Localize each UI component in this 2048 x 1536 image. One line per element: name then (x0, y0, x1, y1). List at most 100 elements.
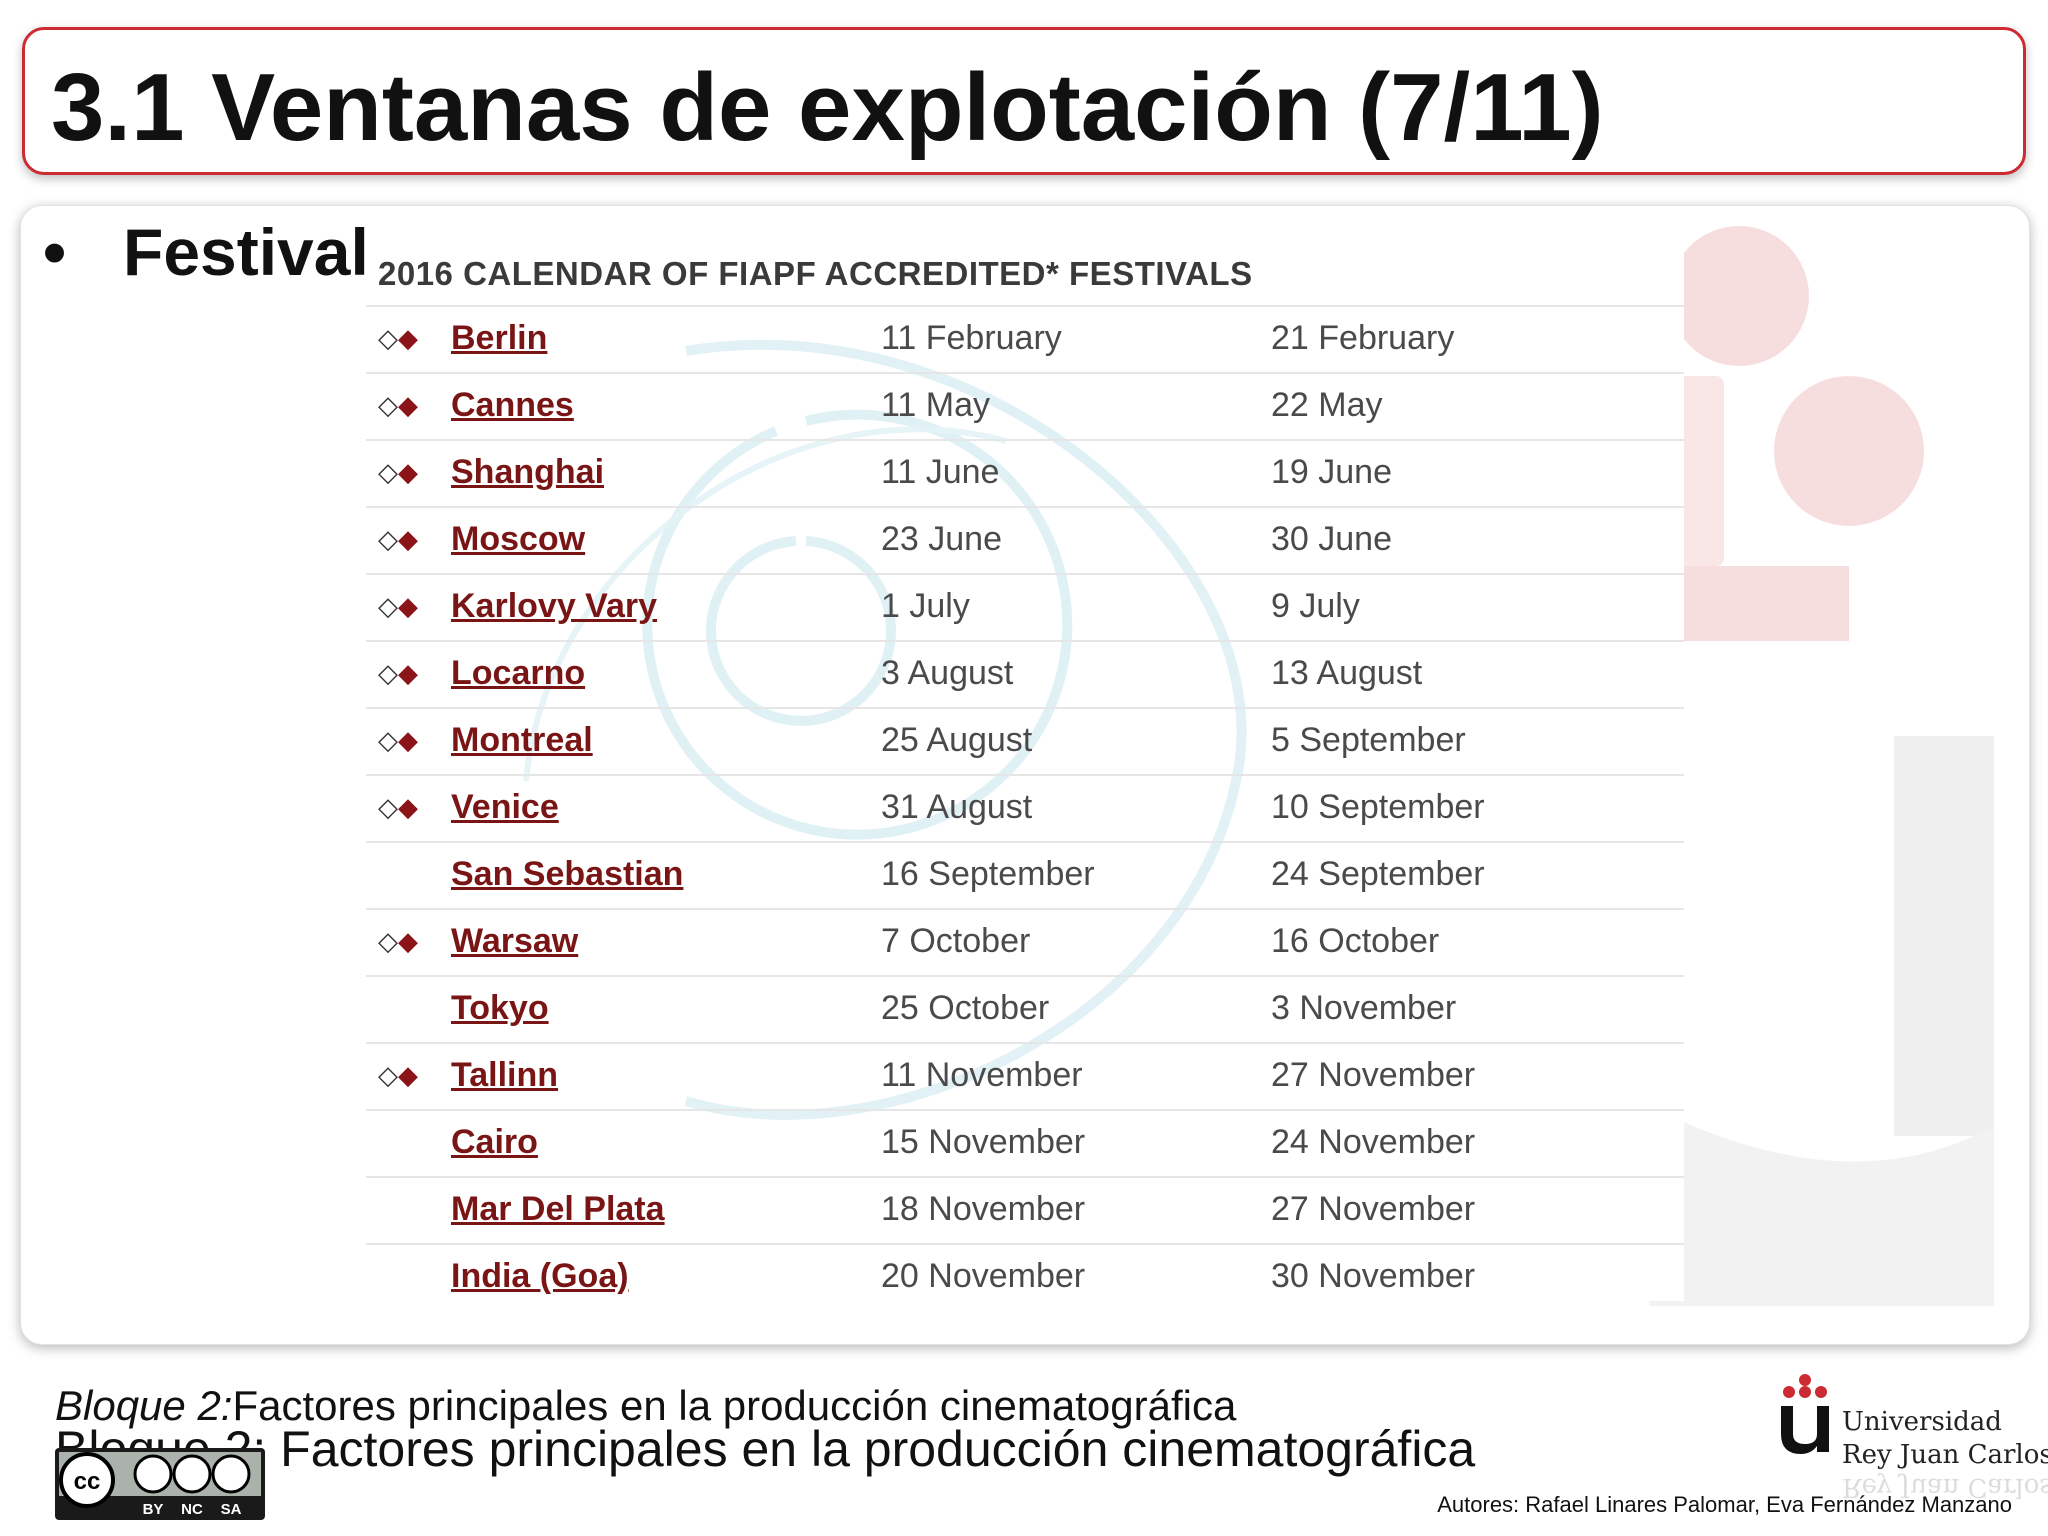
festival-end-date: 24 September (1271, 855, 1485, 893)
open-diamond-icon: ◇ (378, 524, 398, 554)
license-by-label: BY (143, 1501, 164, 1518)
festival-start-date: 18 November (881, 1190, 1086, 1228)
festival-city-link[interactable]: Mar Del Plata (451, 1190, 665, 1228)
cc-icon (59, 1452, 115, 1508)
filled-diamond-icon: ◆ (398, 926, 418, 956)
accreditation-marker-icon: ◇◆ (378, 926, 418, 957)
festival-start-date: 11 June (881, 453, 1000, 491)
festival-city-link[interactable]: Tallinn (451, 1056, 559, 1094)
festival-city-link[interactable]: Karlovy Vary (451, 587, 658, 625)
festival-start-date: 11 November (881, 1056, 1083, 1094)
calendar-title: 2016 CALENDAR OF FIAPF ACCREDITED* FESTI… (378, 255, 1253, 292)
bullet-text: Festival (123, 215, 369, 289)
table-row: Mar Del Plata 18 November 27 November (366, 1176, 1684, 1243)
festival-end-date: 16 October (1271, 922, 1440, 960)
content-box: • Festival 2016 CALENDAR OF FIAPF ACCREDI… (20, 205, 2030, 1345)
license-nc-label: NC (181, 1501, 203, 1518)
open-diamond-icon: ◇ (378, 725, 398, 755)
accreditation-marker-icon: ◇◆ (378, 457, 418, 488)
university-logo-icon (1781, 1374, 1829, 1454)
festival-city-link[interactable]: Venice (451, 788, 559, 826)
festival-city-link[interactable]: San Sebastian (451, 855, 684, 893)
festival-city-link[interactable]: India (Goa) (451, 1257, 629, 1295)
university-name-line2: Rey Juan Carlos (1842, 1440, 2048, 1470)
open-diamond-icon: ◇ (378, 591, 398, 621)
accreditation-marker-icon: ◇◆ (378, 725, 418, 756)
filled-diamond-icon: ◆ (398, 457, 418, 487)
festival-start-date: 11 February (881, 319, 1062, 357)
urjc-watermark (1649, 226, 1994, 1306)
table-row: ◇◆ Locarno 3 August 13 August (366, 640, 1684, 707)
calendar-table: ◇◆ Berlin 11 February 21 February ◇◆ Cannes 11… (366, 305, 1684, 1301)
table-row: Cairo 15 November 24 November (366, 1109, 1684, 1176)
authors-credit: Autores: Rafael Linares Palomar, Eva Fer… (1437, 1492, 2012, 1517)
festival-start-date: 23 June (881, 520, 1002, 558)
table-row: ◇◆ Cannes 11 May 22 May (366, 372, 1684, 439)
festival-start-date: 7 October (881, 922, 1031, 960)
accreditation-marker-icon: ◇◆ (378, 390, 418, 421)
festival-city-link[interactable]: Cannes (451, 386, 574, 424)
table-row: ◇◆ Warsaw 7 October 16 October (366, 908, 1684, 975)
open-diamond-icon: ◇ (378, 1060, 398, 1090)
festival-end-date: 19 June (1271, 453, 1392, 491)
festival-start-date: 16 September (881, 855, 1095, 893)
festival-end-date: 3 November (1271, 989, 1457, 1027)
festival-end-date: 9 July (1271, 587, 1360, 625)
festival-end-date: 30 June (1271, 520, 1392, 558)
festival-end-date: 21 February (1271, 319, 1455, 357)
festival-end-date: 27 November (1271, 1056, 1476, 1094)
footer-bloque-line2: Bloque 2: Factores principales en la pro… (55, 1421, 1476, 1477)
footer-bloque-line1: Bloque 2:Factores principales en la prod… (55, 1382, 1236, 1430)
bullet-line: • Festival (43, 214, 369, 290)
table-row: Tokyo 25 October 3 November (366, 975, 1684, 1042)
festival-city-link[interactable]: Shanghai (451, 453, 605, 491)
festival-start-date: 3 August (881, 654, 1014, 692)
festival-city-link[interactable]: Moscow (451, 520, 586, 558)
festival-city-link[interactable]: Warsaw (451, 922, 579, 960)
festival-city-link[interactable]: Berlin (451, 319, 548, 357)
university-name-line1: Universidad (1842, 1407, 2002, 1437)
by-icon (133, 1454, 173, 1494)
festival-city-link[interactable]: Tokyo (451, 989, 549, 1027)
accreditation-marker-icon: ◇◆ (378, 524, 418, 555)
table-row: ◇◆ Montreal 25 August 5 September (366, 707, 1684, 774)
title-box: 3.1 Ventanas de explotación (7/11) (22, 27, 2026, 175)
filled-diamond-icon: ◆ (398, 658, 418, 688)
accreditation-marker-icon: ◇◆ (378, 1060, 418, 1091)
table-row: ◇◆ Tallinn 11 November 27 November (366, 1042, 1684, 1109)
festival-start-date: 20 November (881, 1257, 1086, 1295)
open-diamond-icon: ◇ (378, 658, 398, 688)
accreditation-marker-icon: ◇◆ (378, 323, 418, 354)
festival-city-link[interactable]: Locarno (451, 654, 586, 692)
filled-diamond-icon: ◆ (398, 524, 418, 554)
table-row: India (Goa) 20 November 30 November (366, 1243, 1684, 1301)
festival-start-date: 31 August (881, 788, 1033, 826)
open-diamond-icon: ◇ (378, 457, 398, 487)
table-row: ◇◆ Karlovy Vary 1 July 9 July (366, 573, 1684, 640)
festival-city-link[interactable]: Montreal (451, 721, 593, 759)
accreditation-marker-icon: ◇◆ (378, 591, 418, 622)
table-row: ◇◆ Shanghai 11 June 19 June (366, 439, 1684, 506)
cc-license-badge: cc BY NC SA (55, 1448, 265, 1520)
festival-city-link[interactable]: Cairo (451, 1123, 538, 1161)
filled-diamond-icon: ◆ (398, 725, 418, 755)
filled-diamond-icon: ◆ (398, 591, 418, 621)
festival-end-date: 24 November (1271, 1123, 1476, 1161)
accreditation-marker-icon: ◇◆ (378, 792, 418, 823)
festival-end-date: 30 November (1271, 1257, 1476, 1295)
filled-diamond-icon: ◆ (398, 323, 418, 353)
filled-diamond-icon: ◆ (398, 1060, 418, 1090)
slide-title: 3.1 Ventanas de explotación (7/11) (51, 54, 1604, 161)
filled-diamond-icon: ◆ (398, 390, 418, 420)
sa-icon (211, 1454, 251, 1494)
festival-start-date: 1 July (881, 587, 970, 625)
festival-end-date: 27 November (1271, 1190, 1476, 1228)
festival-start-date: 15 November (881, 1123, 1086, 1161)
festival-end-date: 10 September (1271, 788, 1485, 826)
filled-diamond-icon: ◆ (398, 792, 418, 822)
table-row: ◇◆ Berlin 11 February 21 February (366, 305, 1684, 372)
festival-calendar-image: 2016 CALENDAR OF FIAPF ACCREDITED* FESTI… (366, 241, 1684, 1301)
open-diamond-icon: ◇ (378, 390, 398, 420)
cc-text: cc (74, 1468, 101, 1495)
open-diamond-icon: ◇ (378, 323, 398, 353)
